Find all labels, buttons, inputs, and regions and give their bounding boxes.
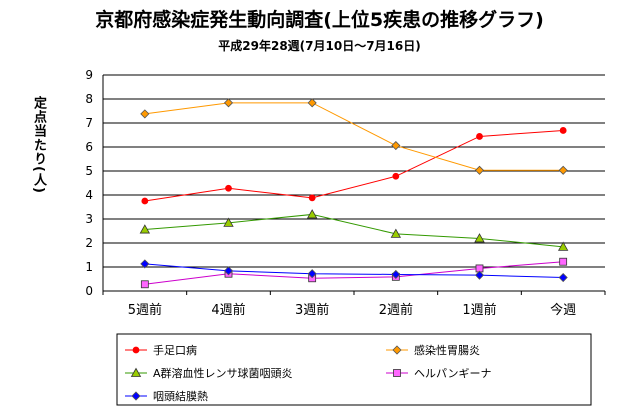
legend-marker-0: [132, 346, 140, 354]
data-point: [559, 127, 567, 134]
data-point: [308, 194, 316, 202]
series-line-1: [144, 102, 564, 171]
data-point: [223, 266, 234, 276]
data-point: [140, 259, 150, 269]
legend-label-2: A群溶血性レンサ球菌咽頭炎: [153, 366, 293, 380]
data-point: [307, 269, 317, 279]
legend-label-0: 手足口病: [153, 343, 197, 357]
y-tick-label: 6: [85, 140, 93, 154]
y-tick-label: 2: [85, 236, 93, 250]
legend-marker-4: [131, 391, 141, 401]
series-line-3: [144, 261, 564, 285]
x-tick-label: 1週前: [462, 302, 496, 318]
data-point: [391, 140, 401, 151]
data-point: [392, 172, 400, 180]
x-tick-label: 5週前: [128, 302, 162, 318]
data-point: [391, 269, 401, 280]
legend-marker-1: [392, 345, 402, 355]
data-point: [474, 270, 485, 280]
y-tick-label: 5: [85, 164, 93, 178]
data-point: [140, 280, 149, 289]
data-point: [223, 217, 234, 227]
x-tick-label: 今週: [550, 302, 576, 318]
y-tick-label: 7: [85, 116, 93, 130]
data-point: [139, 224, 151, 234]
y-tick-label: 8: [85, 92, 93, 106]
y-tick-label: 3: [85, 212, 93, 226]
data-point: [141, 197, 149, 205]
data-point: [474, 233, 485, 243]
legend-box: [116, 333, 592, 406]
series-line-0: [144, 129, 564, 202]
data-point: [557, 241, 569, 251]
chart-subtitle: 平成29年28週(7月10日～7月16日): [218, 39, 421, 53]
data-point: [559, 257, 568, 266]
data-point: [306, 209, 318, 219]
legend-label-3: ヘルパンギーナ: [414, 367, 492, 380]
legend-marker-3: [393, 369, 401, 377]
data-point: [390, 228, 402, 238]
x-tick-label: 2週前: [379, 302, 413, 318]
y-axis-label: 定点当たり(人): [31, 96, 46, 194]
data-point: [307, 98, 317, 108]
data-point: [474, 165, 485, 175]
data-point: [476, 133, 483, 140]
series-line-4: [144, 263, 564, 279]
x-tick-label: 3週前: [295, 302, 329, 318]
data-point: [140, 109, 150, 119]
legend-label-1: 感染性胃腸炎: [414, 343, 480, 357]
legend-label-4: 咽頭結膜熱: [153, 389, 208, 403]
data-point: [223, 98, 234, 108]
y-tick-label: 9: [85, 68, 93, 82]
chart-title: 京都府感染症発生動向調査(上位5疾患の推移グラフ): [95, 9, 544, 31]
y-tick-label: 0: [85, 284, 93, 298]
y-tick-label: 1: [85, 260, 93, 274]
data-point: [558, 272, 568, 283]
series-line-2: [144, 213, 564, 248]
y-tick-label: 4: [85, 188, 93, 202]
x-tick-label: 4週前: [211, 302, 245, 318]
legend-marker-2: [130, 367, 142, 377]
data-point: [558, 165, 568, 175]
data-point: [225, 184, 232, 192]
